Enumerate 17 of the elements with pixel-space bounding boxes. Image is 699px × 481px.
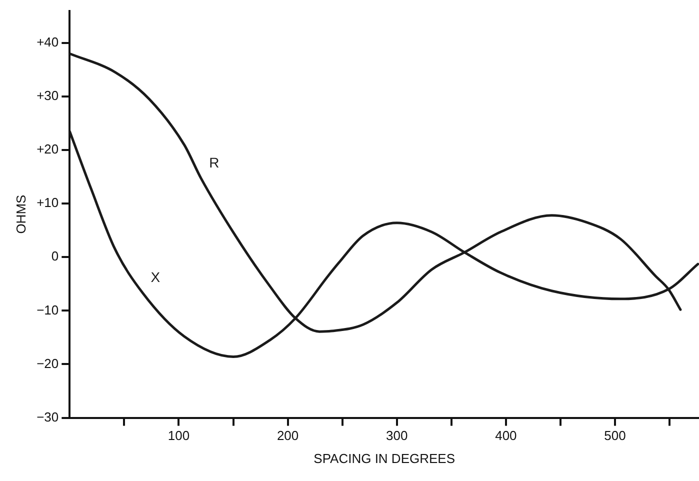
y-tick-label: +10 <box>36 195 59 210</box>
y-tick-label: 0 <box>51 248 59 264</box>
y-tick-label: −10 <box>36 302 59 318</box>
y-axis-title: OHMS <box>13 194 28 234</box>
x-axis-title: SPACING IN DEGREES <box>314 450 456 466</box>
series-label: R <box>209 154 220 170</box>
y-tick-label: +30 <box>36 88 59 104</box>
series-label: X <box>150 268 161 285</box>
x-tick-label: 100 <box>168 428 190 444</box>
x-tick-label: 200 <box>276 428 299 444</box>
y-tick-label: +40 <box>36 34 59 50</box>
x-tick-label: 500 <box>604 428 626 444</box>
y-tick-label: +20 <box>36 142 59 157</box>
x-tick-label: 300 <box>386 428 408 444</box>
x-tick-label: 400 <box>495 428 517 444</box>
y-tick-label: −30 <box>36 409 59 424</box>
y-tick-label: −20 <box>36 356 59 371</box>
